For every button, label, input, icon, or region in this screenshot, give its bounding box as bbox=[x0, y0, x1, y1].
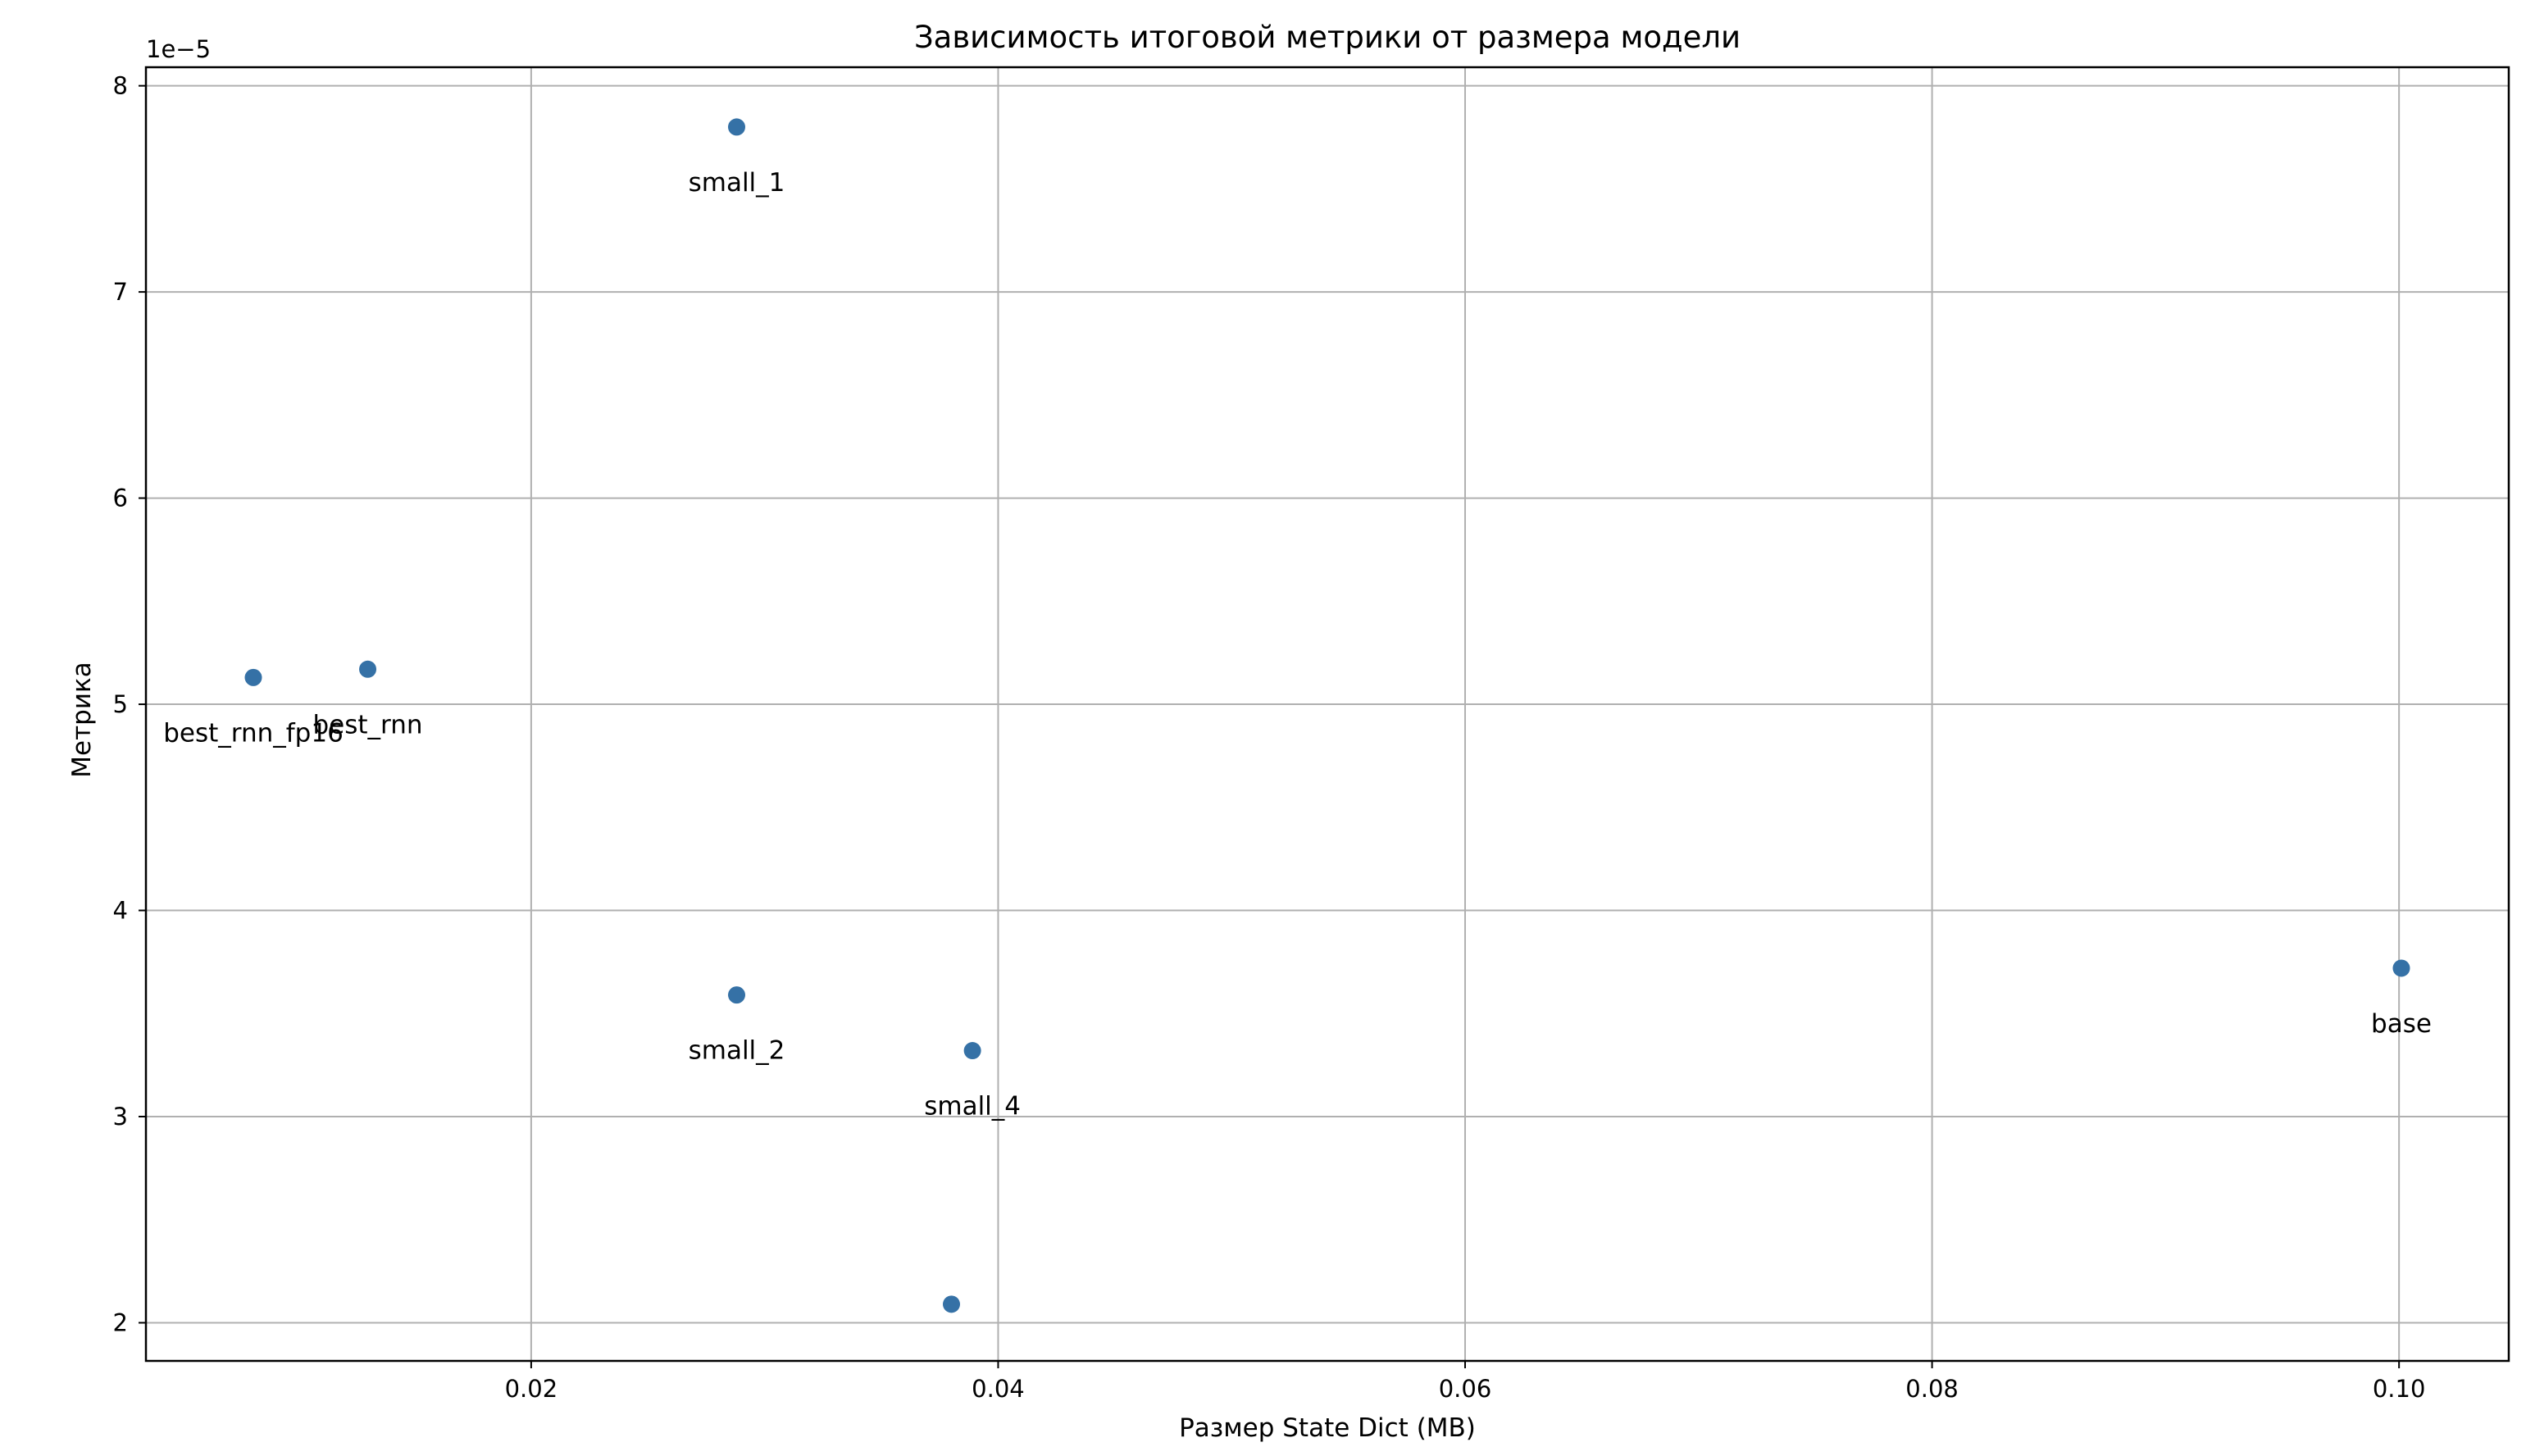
plot-frame bbox=[144, 66, 2510, 1363]
chart-title: Зависимость итоговой метрики от размера … bbox=[914, 20, 1741, 55]
point-label: best_rnn_fp16 bbox=[163, 718, 344, 748]
x-axis-label: Размер State Dict (MB) bbox=[1179, 1413, 1476, 1443]
x-tick-label: 0.02 bbox=[505, 1375, 558, 1403]
ticks-layer: 0.02 0.04 0.06 0.08 0.10 2 3 4 5 6 7 8 bbox=[113, 72, 2426, 1403]
y-tick-label: 7 bbox=[113, 278, 128, 306]
y-tick-label: 5 bbox=[113, 690, 128, 718]
point-label: small_4 bbox=[924, 1092, 1021, 1122]
y-offset-text: 1e−5 bbox=[146, 35, 211, 63]
y-tick-label: 8 bbox=[113, 72, 128, 100]
data-point bbox=[943, 1295, 960, 1313]
y-tick-label: 2 bbox=[113, 1308, 128, 1336]
data-point bbox=[359, 660, 377, 678]
point-label: base bbox=[2371, 1009, 2432, 1039]
data-point bbox=[244, 668, 262, 686]
data-point bbox=[728, 986, 745, 1004]
data-point bbox=[963, 1042, 981, 1060]
y-tick-label: 3 bbox=[113, 1103, 128, 1131]
x-tick-label: 0.10 bbox=[2373, 1375, 2426, 1403]
x-tick-label: 0.06 bbox=[1439, 1375, 1492, 1403]
point-label: small_1 bbox=[689, 168, 785, 198]
data-point bbox=[2392, 959, 2410, 977]
data-point bbox=[728, 118, 745, 136]
grid-layer bbox=[146, 67, 2509, 1361]
y-tick-label: 6 bbox=[113, 485, 128, 512]
x-tick-label: 0.08 bbox=[1905, 1375, 1959, 1403]
y-tick-label: 4 bbox=[113, 897, 128, 925]
x-tick-label: 0.04 bbox=[972, 1375, 1025, 1403]
point-label: small_2 bbox=[689, 1036, 785, 1066]
point-label: best_rnn bbox=[313, 710, 423, 739]
y-axis-label: Метрика bbox=[67, 662, 97, 777]
